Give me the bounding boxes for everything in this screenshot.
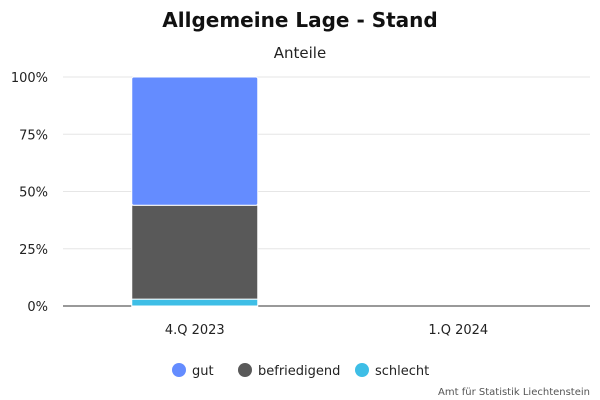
y-tick-label: 100% [11, 71, 48, 86]
legend-swatch [355, 363, 369, 377]
legend-label: gut [192, 364, 214, 379]
bar-segment-gut[interactable] [131, 76, 259, 206]
legend-item-gut[interactable]: gut [172, 363, 214, 379]
legend-label: befriedigend [258, 364, 340, 379]
legend[interactable]: gut befriedigend schlecht [172, 363, 429, 379]
legend-item-befriedigend[interactable]: befriedigend [238, 363, 340, 379]
bars [131, 76, 259, 307]
y-axis-ticks: 0% 25% 50% 75% 100% [11, 71, 48, 315]
y-tick-label: 75% [19, 128, 48, 143]
x-category-label: 4.Q 2023 [165, 323, 225, 338]
bar-segment-befriedigend[interactable] [131, 204, 259, 300]
chart-title: Allgemeine Lage - Stand [162, 8, 437, 32]
x-category-label: 1.Q 2024 [428, 323, 488, 338]
legend-swatch [238, 363, 252, 377]
x-axis-categories: 4.Q 2023 1.Q 2024 [165, 323, 488, 338]
y-tick-label: 0% [27, 300, 48, 315]
source-credit: Amt für Statistik Liechtenstein [438, 387, 590, 398]
legend-swatch [172, 363, 186, 377]
chart-subtitle: Anteile [274, 44, 326, 62]
legend-label: schlecht [375, 364, 429, 379]
y-tick-label: 50% [19, 186, 48, 201]
y-tick-label: 25% [19, 243, 48, 258]
legend-item-schlecht[interactable]: schlecht [355, 363, 429, 379]
bar-segment-schlecht[interactable] [131, 298, 259, 307]
